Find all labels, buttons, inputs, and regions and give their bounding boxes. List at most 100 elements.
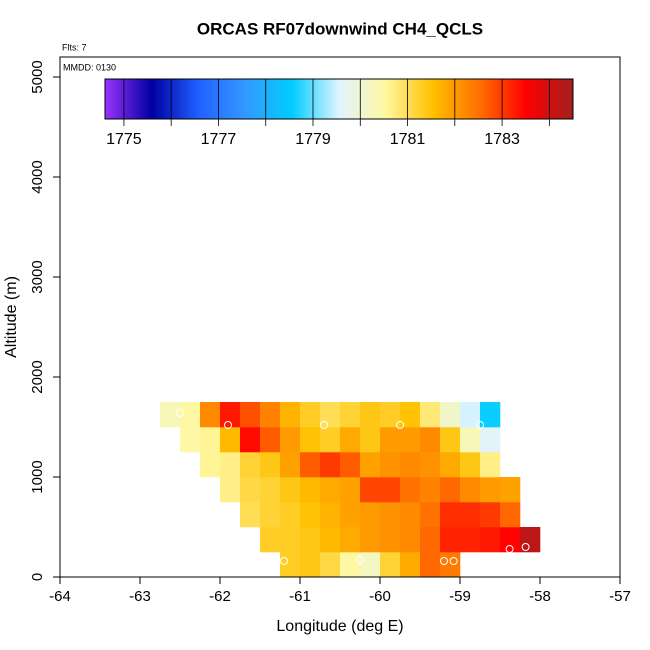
heat-cell: [380, 527, 401, 553]
colorbar-swatch: [281, 79, 284, 119]
colorbar-swatch: [441, 79, 444, 119]
colorbar-swatch: [493, 79, 496, 119]
heat-cell: [220, 452, 241, 478]
heat-cell: [300, 427, 321, 453]
colorbar-swatch: [467, 79, 470, 119]
colorbar-swatch: [409, 79, 412, 119]
colorbar-swatch: [399, 79, 402, 119]
heat-cell: [340, 402, 361, 428]
colorbar-swatch: [305, 79, 308, 119]
colorbar-swatch: [261, 79, 264, 119]
colorbar-swatch: [271, 79, 274, 119]
heat-cell: [380, 402, 401, 428]
heat-cell: [500, 527, 521, 553]
colorbar-swatch: [355, 79, 358, 119]
heat-cell: [400, 427, 421, 453]
colorbar-swatch: [477, 79, 480, 119]
heat-cell: [180, 427, 201, 453]
heat-cell: [400, 452, 421, 478]
flight-point: [224, 421, 232, 429]
flight-point: [521, 543, 530, 551]
heat-cell: [160, 402, 181, 428]
colorbar-swatch: [331, 79, 334, 119]
colorbar-swatch: [269, 79, 272, 119]
colorbar-swatch: [483, 79, 486, 119]
colorbar-swatch: [259, 79, 262, 119]
colorbar-swatch: [371, 79, 374, 119]
heat-cell: [320, 527, 341, 553]
colorbar-swatch: [169, 79, 172, 119]
colorbar-swatch: [527, 79, 530, 119]
flight-point: [320, 421, 328, 429]
colorbar-swatch: [505, 79, 508, 119]
colorbar-swatch: [137, 79, 140, 119]
colorbar-swatch: [473, 79, 476, 119]
colorbar-swatch: [285, 79, 288, 119]
colorbar-swatch: [309, 79, 312, 119]
colorbar-tick-label: 1777: [201, 131, 237, 148]
colorbar-swatch: [105, 79, 108, 119]
colorbar-swatch: [405, 79, 408, 119]
colorbar-swatch: [517, 79, 520, 119]
colorbar-swatch: [391, 79, 394, 119]
heat-cell: [300, 402, 321, 428]
heat-cell: [240, 502, 261, 528]
colorbar-swatch: [407, 79, 410, 119]
colorbar-swatch: [455, 79, 458, 119]
colorbar-swatch: [133, 79, 136, 119]
flight-point: [449, 557, 458, 565]
heat-cell: [420, 427, 441, 453]
colorbar-swatch: [491, 79, 494, 119]
colorbar-tick-label: 1783: [484, 131, 520, 148]
colorbar-swatch: [395, 79, 398, 119]
colorbar-swatch: [337, 79, 340, 119]
colorbar-swatch: [313, 79, 316, 119]
colorbar-swatch: [199, 79, 202, 119]
heat-cell: [480, 527, 501, 553]
colorbar-swatch: [113, 79, 116, 119]
colorbar-swatch: [245, 79, 248, 119]
colorbar-swatch: [353, 79, 356, 119]
colorbar-swatch: [329, 79, 332, 119]
colorbar-swatch: [311, 79, 314, 119]
heat-cell: [240, 477, 261, 503]
colorbar-swatch: [461, 79, 464, 119]
colorbar-swatch: [369, 79, 372, 119]
heat-cell: [260, 427, 281, 453]
heat-cell: [500, 502, 521, 528]
colorbar-swatch: [459, 79, 462, 119]
colorbar-swatch: [307, 79, 310, 119]
colorbar-swatch: [181, 79, 184, 119]
heat-cell: [280, 452, 301, 478]
colorbar-swatch: [121, 79, 124, 119]
colorbar-swatch: [335, 79, 338, 119]
colorbar-swatch: [535, 79, 538, 119]
flight-point: [505, 545, 514, 553]
colorbar-swatch: [437, 79, 440, 119]
colorbar-swatch: [303, 79, 306, 119]
colorbar-swatch: [485, 79, 488, 119]
x-tick-label: -58: [529, 588, 551, 605]
colorbar-swatch: [529, 79, 532, 119]
colorbar-swatch: [127, 79, 130, 119]
colorbar-swatch: [423, 79, 426, 119]
colorbar-swatch: [561, 79, 564, 119]
colorbar-swatch: [221, 79, 224, 119]
colorbar-swatch: [511, 79, 514, 119]
heat-cell: [400, 502, 421, 528]
colorbar-swatch: [435, 79, 438, 119]
colorbar-swatch: [487, 79, 490, 119]
heat-cell: [200, 402, 221, 428]
colorbar-swatch: [323, 79, 326, 119]
heat-cell: [260, 502, 281, 528]
heat-cell: [340, 477, 361, 503]
colorbar-swatch: [549, 79, 552, 119]
y-tick-label: 3000: [29, 260, 46, 293]
colorbar-swatch: [119, 79, 122, 119]
colorbar-swatch: [299, 79, 302, 119]
heat-cell: [420, 502, 441, 528]
colorbar-swatch: [379, 79, 382, 119]
flight-point: [396, 421, 404, 429]
colorbar-swatch: [179, 79, 182, 119]
